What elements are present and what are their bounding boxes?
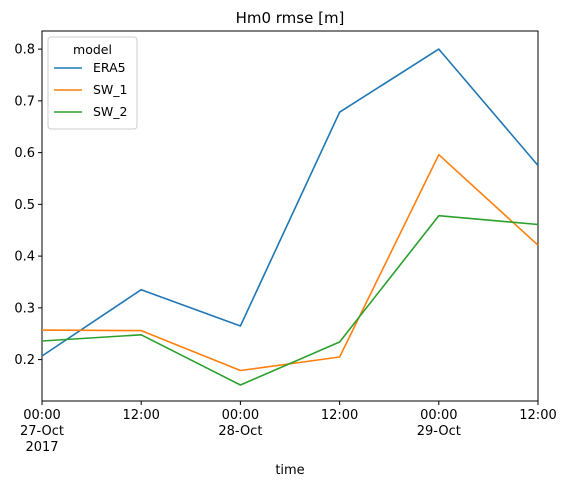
legend-label: SW_1 bbox=[93, 82, 128, 97]
x-tick-label: 28-Oct bbox=[218, 424, 262, 439]
legend-label: SW_2 bbox=[93, 104, 128, 119]
chart-title: Hm0 rmse [m] bbox=[236, 9, 345, 27]
x-tick-label: 12:00 bbox=[321, 408, 358, 423]
legend-box bbox=[47, 36, 138, 130]
y-tick-label: 0.6 bbox=[14, 146, 35, 161]
x-tick-label: 27-Oct bbox=[20, 424, 64, 439]
x-tick-label: 00:00 bbox=[420, 408, 457, 423]
series-line-sw-2 bbox=[41, 214, 539, 386]
legend: model ERA5 SW_1 SW_2 bbox=[47, 36, 138, 130]
legend-title: model bbox=[73, 42, 112, 57]
plot-frame bbox=[41, 30, 539, 402]
y-tick-label: 0.7 bbox=[14, 94, 35, 109]
y-tick-label: 0.8 bbox=[14, 43, 35, 58]
y-tick-label: 0.3 bbox=[14, 301, 35, 316]
x-tick-label: 00:00 bbox=[23, 408, 60, 423]
series-line-sw-1 bbox=[41, 153, 539, 372]
x-tick-label: 12:00 bbox=[519, 408, 556, 423]
y-tick-label: 0.4 bbox=[14, 250, 35, 265]
x-axis-label: time bbox=[275, 463, 304, 478]
x-tick-label: 00:00 bbox=[222, 408, 259, 423]
legend-label: ERA5 bbox=[93, 60, 126, 75]
y-tick-label: 0.5 bbox=[14, 198, 35, 213]
x-tick-label: 2017 bbox=[25, 440, 58, 455]
y-tick-label: 0.2 bbox=[14, 353, 35, 368]
y-axis: 0.2 0.3 0.4 0.5 0.6 0.7 0.8 bbox=[14, 43, 42, 368]
series-line-era5 bbox=[41, 48, 539, 357]
x-tick-label: 29-Oct bbox=[417, 424, 461, 439]
x-tick-label: 12:00 bbox=[122, 408, 159, 423]
plot-area bbox=[41, 30, 539, 402]
series-group bbox=[41, 48, 539, 386]
